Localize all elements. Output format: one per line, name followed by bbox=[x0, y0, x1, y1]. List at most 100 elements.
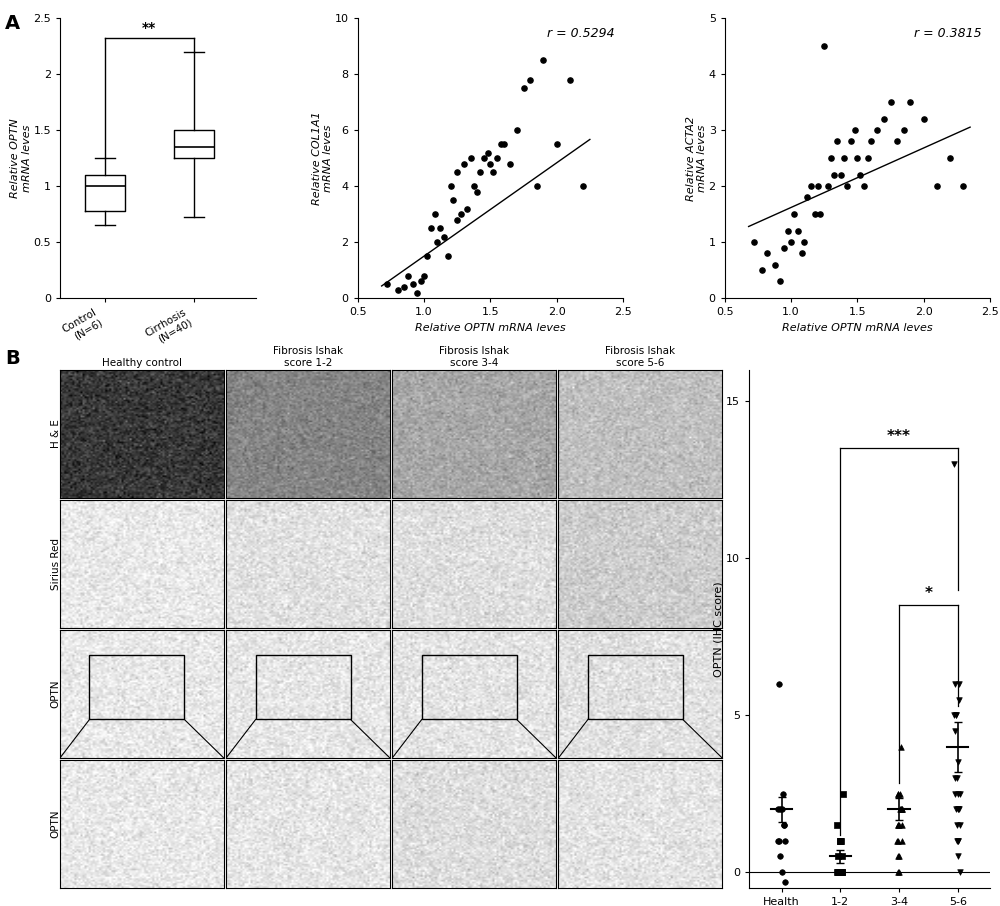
Point bbox=[890, 834, 906, 848]
Point bbox=[890, 818, 906, 833]
Point bbox=[832, 834, 848, 848]
Point bbox=[836, 151, 852, 166]
Point bbox=[890, 865, 906, 880]
Point bbox=[772, 802, 788, 816]
Bar bbox=[256, 655, 351, 719]
Point bbox=[796, 235, 812, 249]
Text: **: ** bbox=[142, 21, 156, 35]
Point bbox=[929, 178, 945, 193]
Point bbox=[493, 137, 509, 151]
Point bbox=[774, 802, 790, 816]
Point bbox=[834, 865, 850, 880]
Point bbox=[807, 207, 823, 221]
Point bbox=[890, 849, 906, 863]
Point bbox=[830, 865, 846, 880]
Point bbox=[783, 235, 799, 249]
Point bbox=[810, 178, 826, 193]
Point bbox=[946, 708, 962, 722]
Text: ***: *** bbox=[887, 429, 911, 444]
Point bbox=[770, 834, 786, 848]
Point bbox=[843, 134, 859, 149]
Point bbox=[952, 818, 968, 833]
Point bbox=[826, 168, 842, 182]
Title: Healthy control: Healthy control bbox=[102, 358, 182, 368]
Point bbox=[947, 677, 963, 691]
Point bbox=[950, 849, 966, 863]
Point bbox=[832, 865, 848, 880]
Point bbox=[890, 786, 906, 801]
Point bbox=[893, 739, 909, 754]
Y-axis label: OPTN: OPTN bbox=[51, 810, 61, 838]
Point bbox=[482, 157, 498, 171]
Point bbox=[529, 178, 545, 193]
Point bbox=[891, 818, 907, 833]
Point bbox=[946, 457, 962, 471]
Point bbox=[950, 834, 966, 848]
Point bbox=[894, 834, 910, 848]
Point bbox=[427, 207, 443, 221]
Point bbox=[803, 178, 819, 193]
Point bbox=[746, 235, 762, 249]
Point bbox=[466, 178, 482, 193]
Y-axis label: H & E: H & E bbox=[51, 419, 61, 448]
Point bbox=[777, 874, 793, 889]
Text: r = 0.3815: r = 0.3815 bbox=[914, 26, 982, 40]
Point bbox=[794, 246, 810, 261]
Point bbox=[416, 268, 432, 283]
Point bbox=[950, 834, 966, 848]
Point bbox=[896, 123, 912, 138]
Point bbox=[832, 834, 848, 848]
Point bbox=[777, 834, 793, 848]
X-axis label: Relative OPTN mRNA leves: Relative OPTN mRNA leves bbox=[782, 323, 933, 333]
Point bbox=[575, 178, 591, 193]
Point bbox=[833, 834, 849, 848]
Point bbox=[950, 802, 966, 816]
Point bbox=[772, 849, 788, 863]
Point bbox=[831, 865, 847, 880]
Point bbox=[476, 151, 492, 166]
Point bbox=[947, 724, 963, 738]
Point bbox=[893, 802, 909, 816]
Point bbox=[480, 145, 496, 159]
Point bbox=[951, 692, 967, 707]
Point bbox=[759, 246, 775, 261]
Point bbox=[856, 178, 872, 193]
Point bbox=[948, 708, 964, 722]
Point bbox=[463, 151, 479, 166]
Point bbox=[419, 249, 435, 264]
Point bbox=[830, 849, 846, 863]
Point bbox=[950, 786, 966, 801]
Point bbox=[834, 865, 850, 880]
Point bbox=[772, 274, 788, 288]
Text: r = 0.5294: r = 0.5294 bbox=[547, 26, 615, 40]
Point bbox=[876, 111, 892, 126]
Point bbox=[891, 865, 907, 880]
Point bbox=[947, 771, 963, 786]
Point bbox=[902, 95, 918, 110]
Point bbox=[889, 834, 905, 848]
Point bbox=[776, 818, 792, 833]
Point bbox=[829, 865, 845, 880]
Bar bbox=[588, 655, 683, 719]
Point bbox=[942, 151, 958, 166]
Point bbox=[849, 151, 865, 166]
Point bbox=[432, 221, 448, 236]
Point bbox=[562, 72, 578, 87]
Point bbox=[516, 81, 532, 95]
Point bbox=[829, 818, 845, 833]
Bar bbox=[422, 655, 517, 719]
Point bbox=[776, 818, 792, 833]
Point bbox=[894, 802, 910, 816]
Point bbox=[869, 123, 885, 138]
Point bbox=[436, 229, 452, 244]
Point bbox=[509, 123, 525, 138]
Point bbox=[405, 277, 421, 292]
Point bbox=[485, 165, 501, 179]
Point bbox=[443, 178, 459, 193]
Point bbox=[816, 39, 832, 53]
Point bbox=[894, 818, 910, 833]
Point bbox=[396, 280, 412, 294]
Point bbox=[400, 268, 416, 283]
Point bbox=[459, 201, 475, 216]
Y-axis label: OPTN: OPTN bbox=[51, 680, 61, 708]
